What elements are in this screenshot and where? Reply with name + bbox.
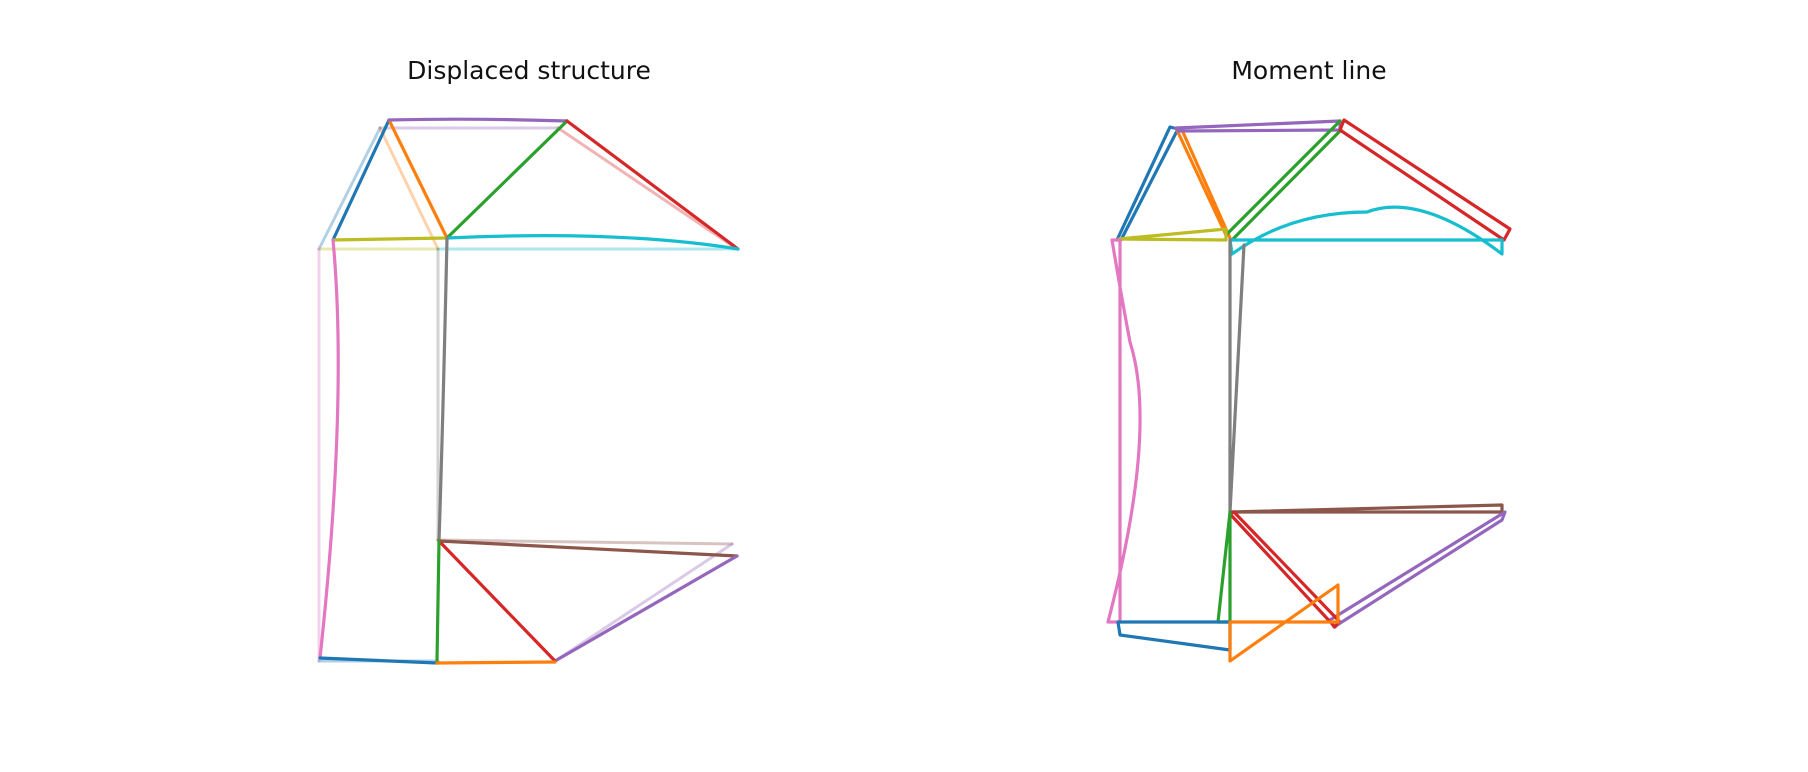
displaced-member-1 <box>331 118 391 242</box>
moment-geometry <box>1106 118 1512 663</box>
displaced-member-9 <box>437 236 449 543</box>
displaced-member-6 <box>331 236 449 242</box>
displaced-member-7 <box>445 234 740 251</box>
displaced-member-15 <box>435 660 557 665</box>
displaced-member-2 <box>387 118 449 240</box>
panel-title-moment: Moment line <box>1231 56 1386 85</box>
displaced-member-4 <box>445 119 569 240</box>
displaced-member-13 <box>435 539 441 663</box>
displaced-member-5 <box>565 119 740 251</box>
displaced-member-10 <box>437 539 739 558</box>
undeformed-geometry <box>317 126 739 663</box>
undeformed-member-9 <box>436 538 734 546</box>
moment-member-15 <box>1228 583 1340 663</box>
moment-member-2 <box>1174 126 1232 240</box>
displaced-structure-panel: Displaced structure <box>317 56 740 665</box>
undeformed-member-1 <box>317 126 382 251</box>
moment-member-6 <box>1117 227 1228 242</box>
moment-member-9 <box>1228 238 1246 514</box>
displaced-member-8 <box>318 238 340 660</box>
moment-member-8 <box>1106 238 1142 624</box>
moment-member-4 <box>1224 119 1343 242</box>
panel-title-displaced: Displaced structure <box>407 56 651 85</box>
displaced-member-14 <box>318 656 439 665</box>
undeformed-member-2 <box>378 126 440 251</box>
moment-member-11 <box>1328 510 1507 629</box>
moment-member-13 <box>1216 510 1232 624</box>
moment-member-1 <box>1115 125 1180 242</box>
displaced-member-12 <box>437 539 557 663</box>
undeformed-member-4 <box>556 126 739 251</box>
moment-member-14 <box>1116 620 1232 652</box>
moment-member-12 <box>1228 510 1341 629</box>
moment-member-7 <box>1228 205 1504 256</box>
displaced-geometry <box>318 117 740 665</box>
displaced-member-11 <box>553 554 739 663</box>
displaced-member-3 <box>387 117 569 123</box>
moment-member-3 <box>1174 119 1342 133</box>
moment-member-10 <box>1228 503 1504 514</box>
moment-member-5 <box>1338 118 1512 242</box>
undeformed-member-10 <box>553 542 734 663</box>
moment-line-panel: Moment line <box>1106 56 1512 663</box>
